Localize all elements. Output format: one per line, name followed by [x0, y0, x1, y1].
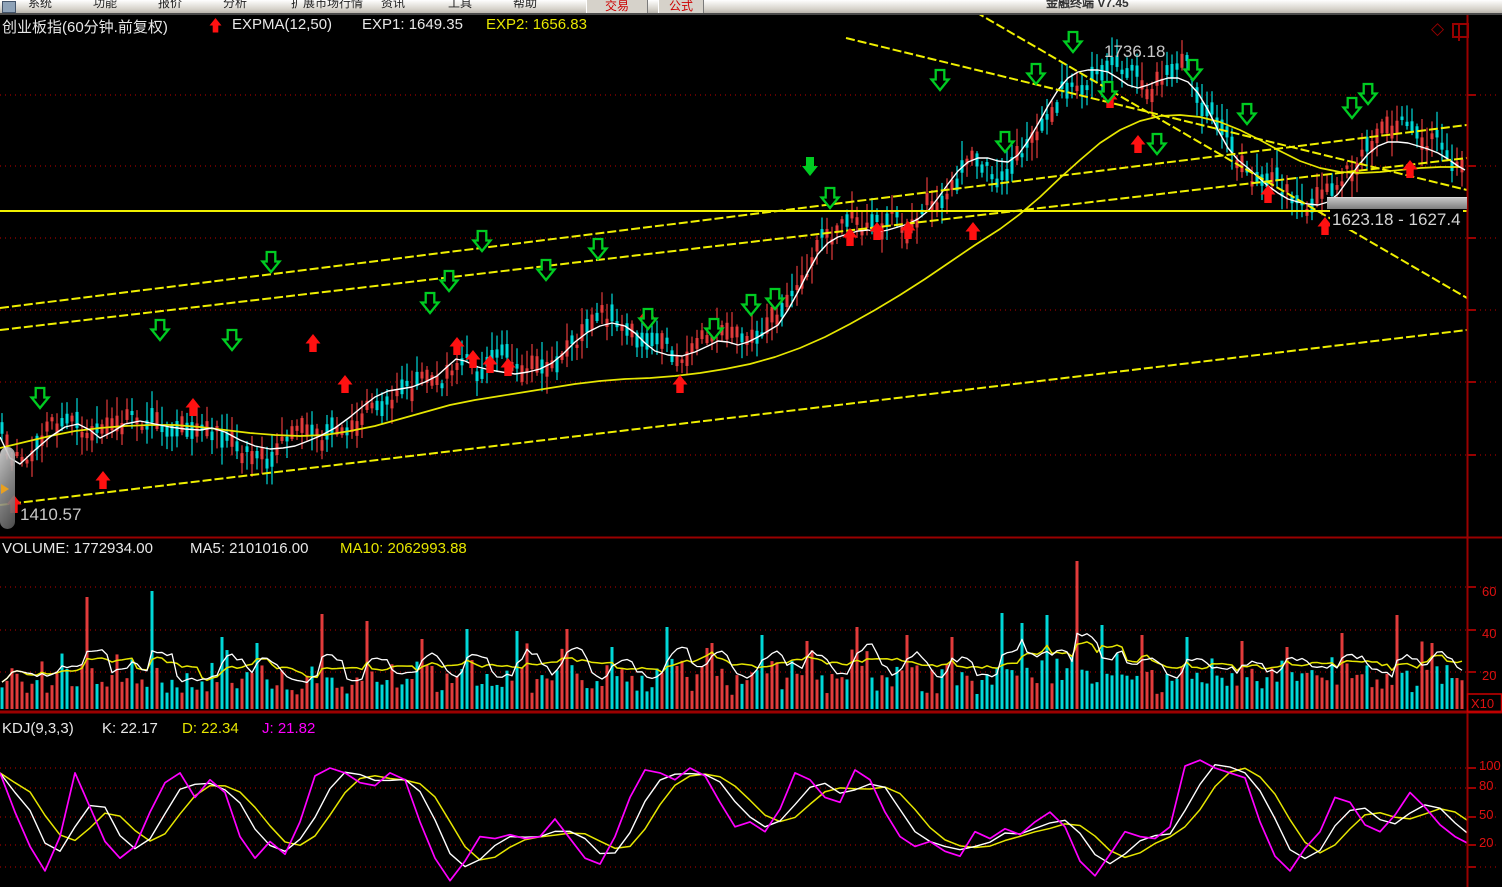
kdj-d-value: D: 22.34 — [182, 720, 239, 737]
kdj-axis-tick-80: 80 — [1479, 778, 1494, 793]
menu-item-quote[interactable]: 报价 — [158, 0, 183, 10]
peak-price-label: 1736.18 — [1104, 42, 1166, 61]
app-icon[interactable] — [2, 1, 16, 13]
volume-axis-tick-60: 60 — [1482, 584, 1497, 599]
volume-ma10-value: MA10: 2062993.88 — [340, 540, 467, 557]
expma-lines-layer — [0, 69, 1466, 465]
menu-item-help[interactable]: 帮助 — [513, 0, 538, 10]
terminal-name-label: 金融终端 V7.45 — [1046, 0, 1129, 10]
menu-item-news[interactable]: 资讯 — [381, 0, 406, 10]
up-arrow-icon — [209, 17, 222, 39]
volume-axis-tick-20: 20 — [1482, 668, 1497, 683]
trendline-layer — [0, 0, 1468, 506]
price-range-bar — [1327, 197, 1467, 209]
kdj-k-value: K: 22.17 — [102, 720, 158, 737]
kdj-lines-layer — [0, 759, 1467, 882]
menu-item-extended[interactable]: 扩展市场行情 — [291, 0, 364, 10]
volume-axis-tick-40: 40 — [1482, 626, 1497, 641]
formula-button[interactable]: 公式 — [658, 0, 704, 13]
volume-bars-layer — [0, 561, 1464, 709]
menu-item-system[interactable]: 系统 — [28, 0, 53, 10]
kdj-name: KDJ(9,3,3) — [2, 720, 74, 737]
menu-item-analysis[interactable]: 分析 — [223, 0, 248, 10]
menu-item-function[interactable]: 功能 — [93, 0, 118, 10]
exp1-value: EXP1: 1649.35 — [362, 16, 463, 33]
kdj-axis-tick-100: 100 — [1479, 758, 1501, 773]
window-layout-icon[interactable] — [1452, 23, 1469, 41]
volume-ma5-value: MA5: 2101016.00 — [190, 540, 309, 557]
menu-bar: 系统 功能 报价 分析 扩展市场行情 资讯 工具 帮助 交易 公式 金融终端 V… — [0, 0, 1502, 15]
volume-ma-layer — [1, 632, 1463, 684]
thumb-marker-icon — [1, 484, 9, 494]
symbol-title[interactable]: 创业板指(60分钟.前复权) — [2, 19, 168, 36]
candlestick-layer — [0, 37, 1464, 485]
signal-arrow-layer — [6, 30, 1418, 513]
kdj-j-value: J: 21.82 — [262, 720, 316, 737]
price-range-tooltip: 1623.18 - 1627.4 — [1330, 210, 1463, 230]
diamond-tool-icon[interactable]: ◇ — [1431, 19, 1445, 38]
trade-button[interactable]: 交易 — [586, 0, 648, 13]
exp2-value: EXP2: 1656.83 — [486, 16, 587, 33]
volume-axis-unit: X10 — [1471, 696, 1495, 711]
axis-frame-layer — [0, 14, 1502, 887]
kdj-axis-tick-50: 50 — [1479, 807, 1494, 822]
volume-value: VOLUME: 1772934.00 — [2, 540, 153, 557]
low-price-label: 1410.57 — [20, 505, 82, 524]
kdj-axis-tick-20: 20 — [1479, 835, 1494, 850]
indicator-name[interactable]: EXPMA(12,50) — [232, 16, 333, 33]
menu-item-tools[interactable]: 工具 — [448, 0, 473, 10]
